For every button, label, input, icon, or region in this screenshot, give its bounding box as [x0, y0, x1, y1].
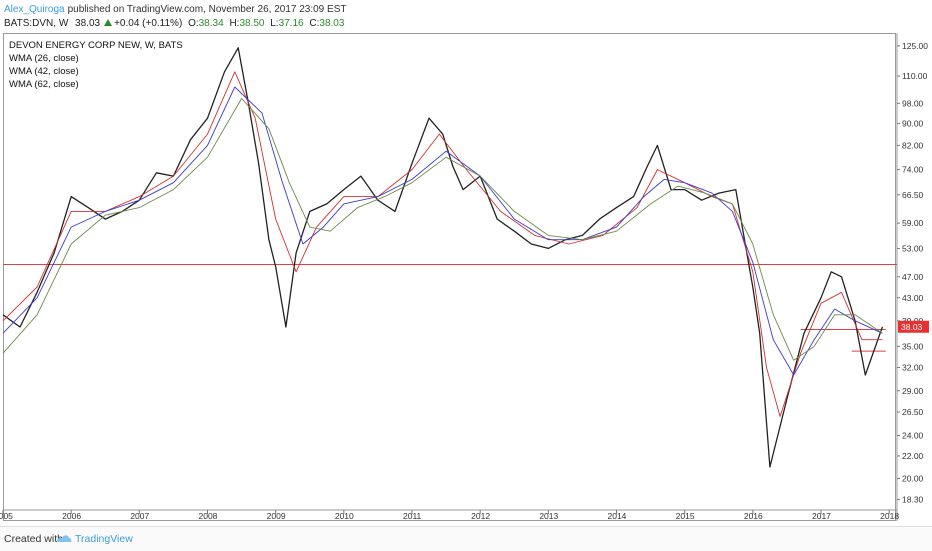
high-label: H:: [229, 18, 240, 29]
x-tick-label: 2015: [676, 511, 695, 521]
y-tick-label: 24.00: [902, 430, 924, 440]
y-tick-label: 82.00: [902, 140, 924, 150]
y-tick-label: 125.00: [902, 41, 928, 51]
x-tick-label: 2013: [539, 511, 558, 521]
legend-study-wma26[interactable]: WMA (26, close): [9, 53, 79, 64]
x-tick-label: 2018: [880, 511, 899, 521]
up-arrow-icon: [104, 19, 113, 26]
last-price: 38.03: [75, 18, 101, 29]
x-tick-label: 2012: [471, 511, 490, 521]
chart-legend: DEVON ENERGY CORP NEW, W, BATS WMA (26, …: [9, 39, 183, 91]
open-label: O:: [188, 18, 199, 29]
x-tick-label: 2006: [62, 511, 81, 521]
close-label: C:: [309, 18, 320, 29]
wma-42-line: [2, 86, 883, 376]
y-tick-label: 29.00: [902, 386, 924, 396]
last-price-marker: [898, 320, 929, 333]
x-tick-label: 2009: [267, 511, 286, 521]
y-tick-label: 98.00: [902, 98, 924, 108]
x-tick-label: 2010: [335, 511, 354, 521]
y-tick-label: 90.00: [902, 118, 924, 128]
price-line: [2, 47, 884, 468]
x-tick-label: 2014: [608, 511, 627, 521]
y-tick-label: 110.00: [902, 71, 928, 81]
x-tick-label: 2016: [744, 511, 763, 521]
y-tick-label: 66.50: [902, 190, 924, 200]
last-price-label: 38.03: [901, 322, 923, 332]
publish-info: published on TradingView.com, November 2…: [67, 4, 347, 15]
y-tick-label: 18.30: [902, 494, 924, 504]
y-tick-label: 47.00: [902, 272, 924, 282]
legend-study-wma42[interactable]: WMA (42, close): [9, 66, 79, 77]
y-tick-label: 59.00: [902, 218, 924, 228]
wma-62-line: [2, 98, 883, 361]
y-tick-label: 53.00: [902, 243, 924, 253]
author-link[interactable]: Alex_Quiroga: [4, 4, 65, 15]
low-value: 37.16: [278, 18, 304, 29]
x-tick-label: 2008: [199, 511, 218, 521]
y-tick-label: 32.00: [902, 363, 924, 373]
price-change: +0.04 (+0.11%): [114, 18, 183, 29]
footer-bar: Created with TradingView: [0, 526, 932, 551]
y-tick-label: 43.00: [902, 293, 924, 303]
high-value: 38.50: [239, 18, 265, 29]
legend-study-wma62[interactable]: WMA (62, close): [9, 79, 79, 90]
quote-line: BATS:DVN, W 38.03 +0.04 (+0.11%) O:38.34 …: [4, 17, 344, 31]
y-tick-label: 22.00: [902, 451, 924, 461]
created-with-label: Created with: [4, 533, 63, 545]
y-tick-label: 74.00: [902, 165, 924, 175]
open-value: 38.34: [198, 18, 224, 29]
close-value: 38.03: [319, 18, 345, 29]
chart-frame[interactable]: [3, 33, 896, 521]
x-tick-label: 2005: [0, 511, 13, 521]
x-tick-label: 2007: [130, 511, 149, 521]
x-tick-label: 2017: [812, 511, 831, 521]
low-label: L:: [270, 18, 279, 29]
tradingview-logo-icon[interactable]: [56, 533, 72, 544]
y-tick-label: 35.00: [902, 341, 924, 351]
publish-header: Alex_Quiroga published on TradingView.com…: [4, 3, 346, 17]
symbol-label: BATS:DVN, W: [4, 18, 69, 29]
tradingview-brand-link[interactable]: TradingView: [75, 533, 133, 545]
y-tick-label: 20.00: [902, 473, 924, 483]
legend-title: DEVON ENERGY CORP NEW, W, BATS: [9, 40, 183, 51]
wma-26-line: [2, 71, 883, 417]
y-tick-label: 26.50: [902, 407, 924, 417]
x-tick-label: 2011: [403, 511, 422, 521]
